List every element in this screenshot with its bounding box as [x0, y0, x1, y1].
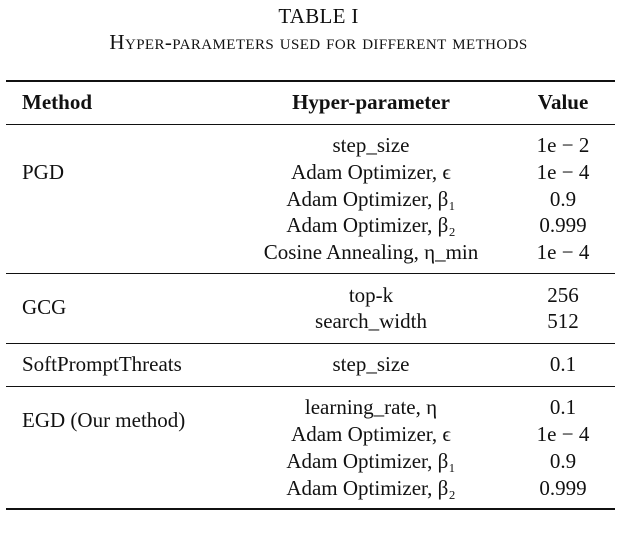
value-cell: 0.999: [539, 476, 587, 500]
param-cell: Cosine Annealing, η_min: [263, 240, 479, 264]
bottom-rule: [6, 508, 615, 510]
param-cell: Adam Optimizer, β₂: [286, 476, 456, 500]
group-rule: [6, 343, 615, 344]
method-gcg: GCG: [22, 295, 67, 319]
param-cell: Adam Optimizer, β₁: [286, 449, 456, 473]
group-rule: [6, 386, 615, 387]
table-caption: Hyper-parameters used for different meth…: [109, 30, 528, 54]
param-cell: top-k: [348, 283, 394, 307]
value-cell: 1e − 2: [536, 133, 590, 157]
value-cell: 256: [547, 283, 579, 307]
param-cell: step_size: [332, 133, 410, 157]
param-cell: Adam Optimizer, ϵ: [291, 422, 451, 446]
value-cell: 0.9: [549, 449, 577, 473]
method-softpromptthreats: SoftPromptThreats: [22, 352, 182, 376]
header-rule: [6, 124, 615, 125]
param-cell: learning_rate, η: [304, 395, 438, 419]
header-hyperparameter: Hyper-parameter: [292, 90, 450, 114]
group-rule: [6, 273, 615, 274]
header-value: Value: [537, 90, 589, 114]
value-cell: 1e − 4: [536, 160, 590, 184]
value-cell: 0.1: [549, 395, 577, 419]
value-cell: 0.9: [549, 187, 577, 211]
value-cell: 0.999: [539, 213, 587, 237]
value-cell: 1e − 4: [536, 422, 590, 446]
method-egd: EGD (Our method): [22, 408, 186, 432]
param-cell: step_size: [332, 352, 410, 376]
param-cell: Adam Optimizer, ϵ: [291, 160, 451, 184]
value-cell: 0.1: [549, 352, 577, 376]
param-cell: Adam Optimizer, β₂: [286, 213, 456, 237]
value-cell: 1e − 4: [536, 240, 590, 264]
value-cell: 512: [547, 309, 579, 333]
top-rule: [6, 80, 615, 82]
param-cell: Adam Optimizer, β₁: [286, 187, 456, 211]
table-label: TABLE I: [278, 4, 359, 28]
param-cell: search_width: [315, 309, 427, 333]
header-method: Method: [22, 90, 92, 114]
method-pgd: PGD: [22, 160, 65, 184]
